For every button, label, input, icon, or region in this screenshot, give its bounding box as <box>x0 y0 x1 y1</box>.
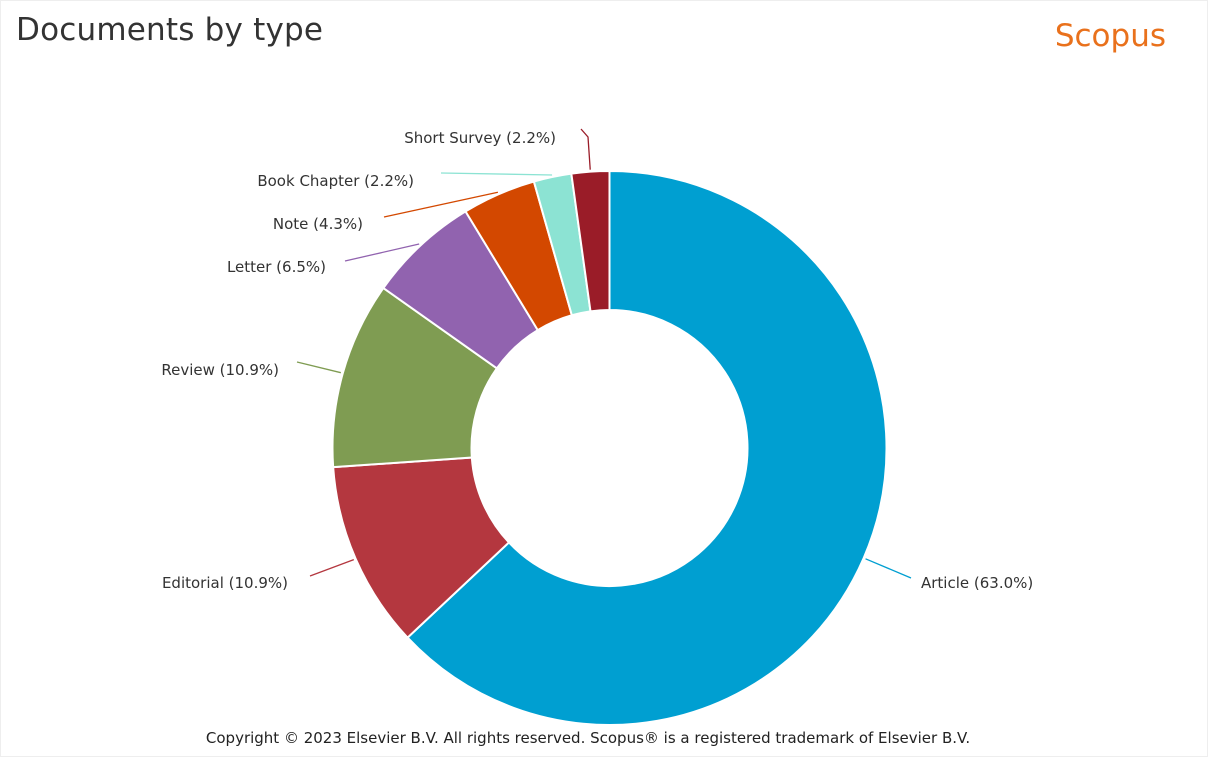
connector-short-survey <box>580 128 591 170</box>
chart-title: Documents by type <box>16 12 324 48</box>
label-review: Review (10.9%) <box>161 361 279 379</box>
copyright-notice: Copyright © 2023 Elsevier B.V. All right… <box>205 729 971 747</box>
connector-article <box>865 558 912 579</box>
connector-editorial <box>309 558 355 577</box>
slice-short-survey[interactable] <box>570 169 611 313</box>
label-editorial: Editorial (10.9%) <box>162 574 288 592</box>
label-letter: Letter (6.5%) <box>227 258 326 276</box>
connector-letter <box>344 243 420 262</box>
label-article: Article (63.0%) <box>921 574 1033 592</box>
label-short-survey: Short Survey (2.2%) <box>404 129 556 147</box>
connector-book-chapter <box>440 172 553 176</box>
label-book-chapter: Book Chapter (2.2%) <box>257 172 414 190</box>
slice-article[interactable] <box>406 169 888 726</box>
scopus-logo: Scopus <box>1054 18 1166 54</box>
label-note: Note (4.3%) <box>273 215 363 233</box>
connector-note <box>383 191 499 218</box>
connector-review <box>296 361 342 374</box>
